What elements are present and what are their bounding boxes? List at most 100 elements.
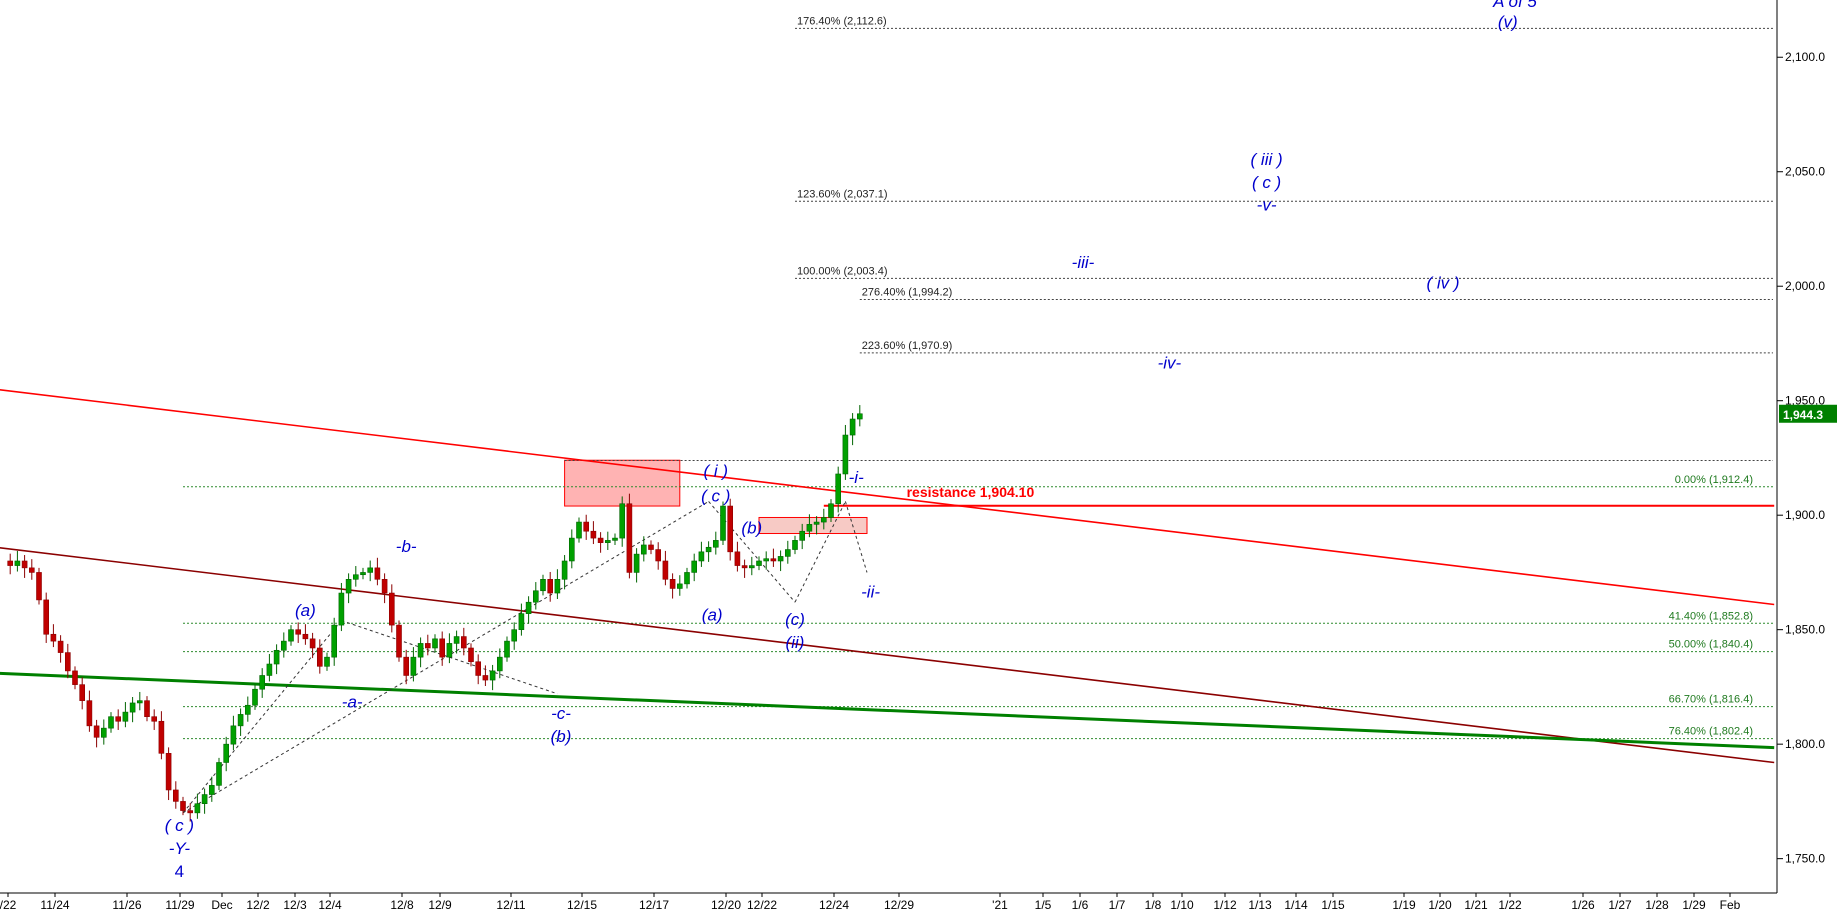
x-tick-label: 1/8 — [1145, 898, 1162, 912]
wave-label: ( i ) — [704, 461, 729, 480]
wave-label: ( iii ) — [1251, 150, 1283, 169]
candle-body — [756, 560, 762, 566]
candle-body — [460, 636, 467, 649]
candle-body — [144, 700, 150, 717]
candle-body — [14, 560, 21, 566]
candle-body — [547, 579, 554, 594]
candle-body — [734, 551, 741, 566]
x-tick-label: 12/11 — [496, 898, 525, 912]
candle-body — [245, 704, 251, 715]
candle-body — [576, 521, 582, 539]
candle-body — [352, 574, 359, 580]
x-tick-label: 1/21 — [1464, 898, 1488, 912]
candle-body — [496, 656, 503, 672]
x-tick-label: 1/13 — [1248, 898, 1272, 912]
wave-dashed-line — [844, 501, 868, 573]
x-tick-label: /22 — [0, 898, 17, 912]
fib-level-label: 276.40% (1,994.2) — [862, 286, 953, 298]
candle-body — [597, 537, 604, 543]
candle-body — [338, 592, 345, 626]
candle-body — [230, 725, 237, 745]
candle-body — [302, 633, 309, 640]
x-tick-label: 1/27 — [1608, 898, 1632, 912]
x-tick-label: 1/12 — [1213, 898, 1237, 912]
plot-background — [0, 0, 1777, 893]
candle-body — [7, 560, 13, 566]
candle-body — [763, 558, 770, 562]
wave-label: -a- — [342, 693, 363, 712]
candle-body — [396, 624, 402, 658]
candle-body — [209, 785, 215, 795]
candle-body — [554, 579, 561, 594]
candle-body — [36, 572, 42, 601]
wave-label: ( c ) — [1252, 173, 1281, 192]
y-tick-label: 1,750.0 — [1785, 852, 1825, 866]
fib-level-label: 0.00% (1,912.4) — [1675, 474, 1753, 486]
y-tick-label: 1,900.0 — [1785, 508, 1825, 522]
candle-body — [799, 530, 806, 541]
x-tick-label: Dec — [211, 898, 232, 912]
wave-label: (v) — [1498, 12, 1518, 31]
candle-body — [518, 613, 525, 630]
x-tick-label: 1/22 — [1498, 898, 1522, 912]
fib-level-label: 66.70% (1,816.4) — [1669, 694, 1753, 706]
candle-body — [504, 640, 510, 658]
fib-level-label: 123.60% (2,037.1) — [797, 188, 888, 200]
candle-body — [424, 643, 431, 649]
candle-body — [691, 560, 698, 573]
candle-body — [453, 636, 460, 644]
candle-body — [237, 714, 244, 727]
x-tick-label: 1/7 — [1109, 898, 1126, 912]
candle-body — [849, 418, 856, 436]
y-tick-label: 1,800.0 — [1785, 737, 1825, 751]
x-tick-label: 11/29 — [165, 898, 194, 912]
fib-level-label: 176.40% (2,112.6) — [797, 15, 887, 27]
wave-label: -iv- — [1158, 354, 1182, 373]
candle-body — [813, 521, 820, 525]
wave-label: (a) — [702, 606, 723, 625]
candle-body — [511, 629, 518, 642]
candle-body — [93, 725, 100, 738]
candle-body — [57, 640, 64, 653]
candle-body — [403, 656, 410, 676]
wave-label: (b) — [551, 727, 572, 746]
candle-body — [316, 647, 323, 667]
candle-body — [43, 599, 50, 635]
candle-body — [619, 503, 626, 539]
y-tick-label: 2,000.0 — [1785, 279, 1825, 293]
candle-body — [28, 567, 35, 573]
x-tick-label: 12/29 — [884, 898, 914, 912]
candle-body — [475, 661, 482, 676]
candle-body — [79, 684, 85, 701]
candle-body — [65, 652, 71, 672]
red-trendline — [0, 388, 1775, 606]
candle-body — [381, 579, 388, 594]
wave-label: -v- — [1257, 196, 1277, 215]
candle-body — [655, 549, 662, 562]
candle-body — [295, 629, 302, 635]
candle-body — [626, 503, 633, 573]
candle-body — [21, 560, 28, 569]
x-tick-label: Feb — [1720, 898, 1741, 912]
candle-body — [662, 560, 669, 580]
candle-body — [748, 565, 755, 569]
candle-body — [842, 434, 849, 475]
x-tick-label: 1/10 — [1170, 898, 1194, 912]
candle-body — [568, 537, 575, 562]
wave-label: (b) — [741, 519, 762, 538]
y-tick-label: 1,850.0 — [1785, 623, 1825, 637]
wave-label: ( iv ) — [1426, 274, 1459, 293]
candle-body — [324, 656, 330, 667]
candle-body — [856, 413, 863, 420]
candle-body — [712, 540, 719, 548]
candle-body — [388, 592, 395, 626]
wave-label: -i- — [849, 468, 864, 487]
y-tick-label: 1,950.0 — [1785, 394, 1825, 408]
fib-level-label: 223.60% (1,970.9) — [862, 340, 953, 352]
x-tick-label: 1/6 — [1072, 898, 1089, 912]
candle-body — [705, 546, 712, 553]
wave-dashed-line — [708, 501, 796, 603]
fib-level-label: 50.00% (1,840.4) — [1669, 639, 1753, 651]
